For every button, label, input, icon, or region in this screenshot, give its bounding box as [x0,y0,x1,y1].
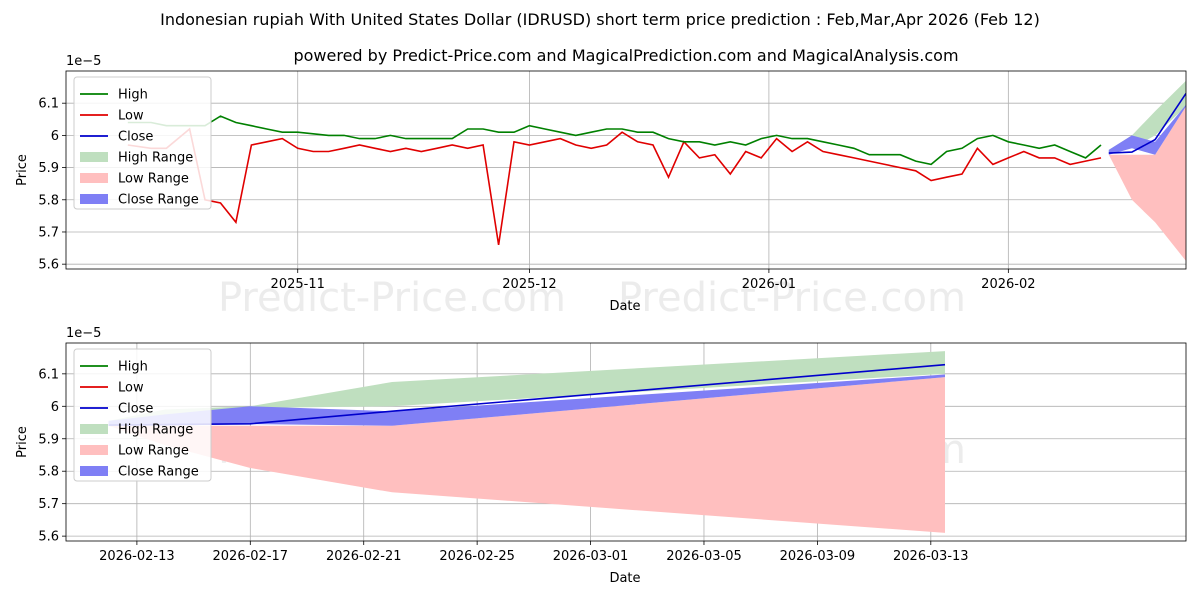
legend-swatch [80,173,108,183]
x-tick-label: 2026-03-09 [780,549,856,564]
legend-label: High [118,88,148,103]
y-tick-label: 5.7 [38,225,59,240]
x-tick-label: 2026-02-17 [213,549,289,564]
panel-bottom: Predict-Price.comPredict-Price.com2026-0… [15,326,1187,586]
legend-label: Close [118,130,153,145]
x-tick-label: 2026-02 [981,277,1035,292]
y-tick-label: 5.8 [38,193,59,208]
legend-box [73,348,212,482]
legend-label: Low [118,381,144,396]
y-tick-label: 5.6 [38,530,59,545]
y-scale-label: 1e−5 [66,326,101,341]
legend-swatch [80,466,108,476]
legend-label: Close [118,402,153,417]
close-range-area [108,374,945,426]
y-scale-label: 1e−5 [66,54,101,69]
legend-label: High [118,360,148,375]
legend-label: Low [118,109,144,124]
x-tick-label: 2026-02-21 [326,549,402,564]
watermark-text: Predict-Price.com [618,275,966,321]
y-tick-label: 6 [51,129,59,144]
legend-swatch [80,445,108,455]
x-tick-label: 2025-11 [271,277,325,292]
x-axis-label: Date [609,299,640,314]
y-tick-label: 5.8 [38,465,59,480]
chart-title: Indonesian rupiah With United States Dol… [160,10,1040,29]
x-tick-label: 2025-12 [502,277,556,292]
y-tick-label: 5.9 [38,432,59,447]
low-range-area [1108,106,1186,262]
y-tick-label: 6.1 [38,97,59,112]
plot-frame [65,70,1187,270]
x-tick-label: 2026-03-13 [893,549,969,564]
close-series-line [1108,93,1186,154]
y-tick-label: 6 [51,400,59,415]
legend-box [73,76,212,210]
y-tick-label: 5.6 [38,258,59,273]
legend-label: Close Range [118,465,199,480]
x-axis-label: Date [609,571,640,586]
chart-subtitle: powered by Predict-Price.com and Magical… [293,46,958,65]
legend-swatch [80,152,108,162]
legend-swatch [80,424,108,434]
y-tick-label: 5.9 [38,161,59,176]
legend-label: High Range [118,423,193,438]
y-axis-label: Price [15,426,30,458]
y-tick-label: 6.1 [38,367,59,382]
y-axis-label: Price [15,154,30,186]
legend-label: Low Range [118,172,189,187]
x-tick-label: 2026-03-01 [553,549,629,564]
legend-swatch [80,194,108,204]
low-series-line [127,127,1102,246]
x-tick-label: 2026-03-05 [666,549,742,564]
x-tick-label: 2026-02-25 [439,549,515,564]
plot-frame [65,342,1187,542]
x-tick-label: 2026-02-13 [99,549,175,564]
legend-label: Low Range [118,444,189,459]
y-tick-label: 5.7 [38,497,59,512]
high-series-line [127,115,1102,166]
high-range-area [108,351,945,425]
legend-label: Close Range [118,193,199,208]
watermark-text: Predict-Price.com [218,275,566,321]
low-range-area [108,377,945,533]
legend-label: High Range [118,151,193,166]
close-range-area [1108,104,1186,155]
x-tick-label: 2026-01 [742,277,796,292]
panel-top: Predict-Price.com Predict-Price.com2025-1… [15,54,1187,321]
